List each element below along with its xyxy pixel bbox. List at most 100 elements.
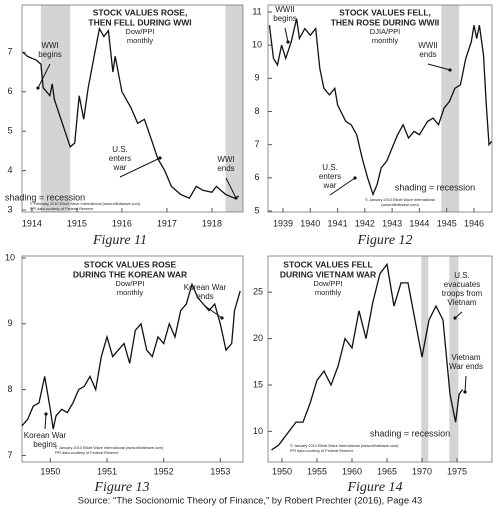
y-tick-label: 10: [253, 426, 263, 436]
x-tick-label: 1943: [382, 218, 402, 228]
annotation: Vietnam: [451, 353, 481, 362]
x-tick-label: 1918: [202, 218, 222, 228]
x-tick-label: 1950: [40, 466, 60, 476]
annotation-arrow: [284, 27, 289, 43]
annotation: U.S.: [112, 145, 128, 154]
source: Source: “The Socionomic Theory of Financ…: [78, 496, 423, 507]
recession-label: shading = recession: [370, 428, 450, 438]
chart-subtitle: monthly: [127, 36, 154, 45]
chart-title: STOCK VALUES FELL: [283, 259, 372, 269]
y-tick-label: 7: [7, 450, 12, 460]
chart-title: DURING VIETNAM WAR: [280, 269, 376, 279]
annotation: enters: [109, 154, 131, 163]
annotation: begins: [33, 440, 57, 449]
copyright-note: PPI data courtesy of Federal Reserve: [55, 451, 118, 455]
x-tick-label: 1917: [157, 218, 177, 228]
annotation: ends: [419, 50, 436, 59]
plot-frame: [21, 4, 244, 213]
annotation-arrow: [464, 375, 467, 393]
arrow-head: [286, 40, 290, 44]
x-tick-label: 1940: [300, 218, 320, 228]
y-tick-label: 7: [7, 47, 12, 57]
figure-caption: Figure 14: [346, 480, 402, 495]
arrow-head: [36, 86, 40, 90]
y-tick-label: 10: [252, 40, 262, 50]
arrow-head: [158, 156, 162, 160]
recession-band: [225, 5, 243, 212]
y-tick-label: 8: [254, 106, 259, 116]
x-tick-label: 1941: [328, 218, 348, 228]
x-tick-label: 1945: [437, 218, 457, 228]
recession-label: shading = recession: [395, 182, 475, 192]
y-tick-label: 8: [7, 384, 12, 394]
arrow-head: [44, 412, 48, 416]
y-tick-label: 7: [254, 139, 259, 149]
annotation-arrow: [204, 305, 223, 319]
arrow-head: [463, 390, 467, 394]
annotation-arrow: [225, 177, 237, 199]
annotation: begins: [38, 50, 62, 59]
x-tick-label: 1965: [377, 466, 397, 476]
annotation: WWI: [41, 41, 58, 50]
x-tick-label: 1951: [97, 466, 117, 476]
copyright-note: PPI data courtesy of Federal Reserve: [30, 207, 93, 211]
recession-band: [449, 256, 459, 462]
figure-caption: Figure 13: [93, 480, 149, 495]
x-tick-label: 1939: [273, 218, 293, 228]
figure-caption: Figure 12: [356, 233, 412, 248]
y-tick-label: 25: [253, 287, 263, 297]
chart-subtitle: Dow/PPI: [125, 27, 154, 36]
annotation: Korean War: [184, 283, 227, 292]
y-tick-label: 9: [254, 73, 259, 83]
chart-title: STOCK VALUES FELL,: [339, 7, 431, 17]
recession-label: shading = recession: [5, 192, 85, 202]
y-tick-label: 20: [253, 333, 263, 343]
x-tick-label: 1946: [464, 218, 484, 228]
plot-frame: [267, 4, 493, 213]
annotation: U.S.: [322, 163, 338, 172]
plot-frame: [21, 255, 244, 463]
x-tick-label: 1944: [409, 218, 429, 228]
arrow-head: [453, 316, 457, 320]
copyright-note: PPI data courtesy of Federal Reserve: [290, 449, 353, 453]
copyright-note: © January 2010 Elliott Wave Internationa…: [290, 444, 399, 448]
chart-subtitle: Dow/PPI: [313, 279, 342, 288]
plot-frame: [267, 255, 493, 463]
chart-subtitle: DJIA/PPI: [370, 27, 400, 36]
chart-title: DURING THE KOREAN WAR: [73, 269, 187, 279]
annotation: War ends: [449, 362, 483, 371]
annotation: enters: [319, 172, 341, 181]
annotation-arrow: [44, 413, 47, 430]
y-tick-label: 11: [252, 6, 261, 16]
arrow-head: [448, 68, 452, 72]
chart-title: THEN FELL DURING WWI: [88, 17, 191, 27]
chart-subtitle: monthly: [315, 288, 342, 297]
figure-caption: Figure 11: [92, 233, 147, 248]
copyright-note: (www.elliottwave.com): [381, 203, 419, 207]
annotation: war: [113, 163, 127, 172]
y-tick-label: 5: [254, 205, 259, 215]
annotation-arrow: [427, 63, 451, 71]
annotation: U.S.: [454, 271, 470, 280]
x-tick-label: 1916: [112, 218, 132, 228]
annotation: WWII: [418, 41, 438, 50]
y-tick-label: 9: [7, 318, 12, 328]
x-tick-label: 1955: [307, 466, 327, 476]
x-tick-label: 1914: [22, 218, 42, 228]
chart-subtitle: monthly: [117, 288, 144, 297]
annotation-arrow: [329, 177, 356, 196]
annotation-arrow: [119, 157, 161, 178]
arrow-head: [220, 316, 224, 320]
recession-band: [421, 256, 429, 462]
x-tick-label: 1953: [210, 466, 230, 476]
annotation: ends: [196, 292, 213, 301]
annotation-arrow: [37, 63, 51, 89]
y-tick-label: 3: [7, 204, 12, 214]
copyright-note: © January 2010 Elliott Wave Internationa…: [365, 198, 435, 202]
annotation: evacuates: [444, 280, 480, 289]
chart-title: STOCK VALUES ROSE: [84, 259, 177, 269]
annotation: WWI: [217, 155, 234, 164]
x-tick-label: 1952: [154, 466, 174, 476]
x-tick-label: 1950: [272, 466, 292, 476]
